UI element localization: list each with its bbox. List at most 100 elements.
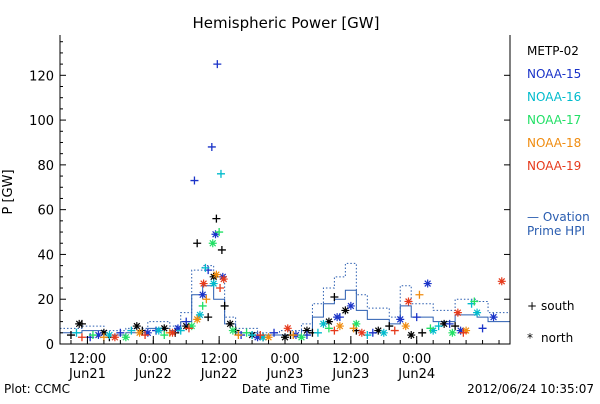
noaa-15-north-point <box>333 313 342 322</box>
metp-02-north-point <box>324 317 333 326</box>
noaa-16-south-point <box>176 326 185 335</box>
ovation-legend-line1: — Ovation <box>527 210 590 224</box>
noaa-15-north-point <box>456 326 465 335</box>
metp-02-south-point <box>212 214 221 223</box>
x-tick-time-label: 0:00 <box>402 352 431 367</box>
legend-noaa-15: NOAA-15 <box>527 67 581 81</box>
noaa-18-north-point <box>335 322 344 331</box>
noaa-18-south-point <box>234 331 243 340</box>
legend-metp-02: METP-02 <box>527 44 579 58</box>
x-tick-date-label: Jun21 <box>68 367 106 382</box>
metp-02-south-point <box>66 331 75 340</box>
noaa-18-south-point <box>99 333 108 342</box>
noaa-17-north-point <box>448 328 457 337</box>
noaa-15-north-point <box>396 315 405 324</box>
noaa-15-north-point <box>489 313 498 322</box>
noaa-16-north-point <box>195 310 204 319</box>
noaa-17-north-point <box>121 333 130 342</box>
x-tick-time-label: 12:00 <box>332 352 369 367</box>
noaa-15-south-point <box>412 313 421 322</box>
x-tick-date-label: Jun22 <box>134 367 172 382</box>
noaa-16-south-point <box>127 326 136 335</box>
x-tick-time-label: 0:00 <box>270 352 299 367</box>
noaa-19-south-point <box>330 326 339 335</box>
noaa-17-north-point <box>352 319 361 328</box>
noaa-15-south-point <box>368 328 377 337</box>
noaa-15-north-point <box>198 290 207 299</box>
noaa-17-south-point <box>215 228 224 237</box>
metp-02-north-point <box>132 322 141 331</box>
noaa-15-south-point <box>116 328 125 337</box>
noaa-16-north-point <box>473 308 482 317</box>
noaa-19-north-point <box>357 328 366 337</box>
noaa-19-south-point <box>184 324 193 333</box>
noaa-19-south-point <box>256 331 265 340</box>
noaa-15-south-point <box>270 328 279 337</box>
y-tick-label: 100 <box>29 114 54 129</box>
noaa-18-south-point <box>289 331 298 340</box>
noaa-16-south-point <box>434 322 443 331</box>
noaa-15-north-point <box>218 272 227 281</box>
noaa-18-south-point <box>202 295 211 304</box>
noaa-15-north-point <box>423 279 432 288</box>
noaa-16-south-point <box>72 328 81 337</box>
x-tick-date-label: Jun23 <box>266 367 304 382</box>
noaa-17-south-point <box>160 331 169 340</box>
x-axis-label: Date and Time <box>242 382 330 396</box>
noaa-17-north-point <box>228 326 237 335</box>
noaa-19-north-point <box>110 333 119 342</box>
noaa-19-north-point <box>168 328 177 337</box>
metp-02-north-point <box>341 306 350 315</box>
noaa-15-north-point <box>346 301 355 310</box>
metp-02-south-point <box>204 313 213 322</box>
plot-frame <box>59 35 511 345</box>
noaa-17-south-point <box>426 324 435 333</box>
metp-02-north-point <box>302 326 311 335</box>
noaa-19-north-point <box>453 308 462 317</box>
noaa-18-south-point <box>349 324 358 333</box>
legend-noaa-18: NOAA-18 <box>527 136 581 150</box>
marker-legend-north-label: north <box>541 331 573 345</box>
noaa-15-north-point <box>94 331 103 340</box>
noaa-16-south-point <box>248 331 257 340</box>
noaa-19-south-point <box>459 328 468 337</box>
chart-title: Hemispheric Power [GW] <box>193 14 380 32</box>
noaa-19-north-point <box>404 297 413 306</box>
noaa-15-north-point <box>143 328 152 337</box>
noaa-16-south-point <box>201 263 210 272</box>
noaa-18-north-point <box>135 328 144 337</box>
noaa-15-north-point <box>211 230 220 239</box>
y-tick-label: 120 <box>29 69 54 84</box>
noaa-18-north-point <box>193 315 202 324</box>
plot-layer: 02040608010012012:00Jun210:00Jun2212:00J… <box>29 35 581 382</box>
noaa-18-north-point <box>212 270 221 279</box>
legend-noaa-19: NOAA-19 <box>527 159 581 173</box>
x-tick-time-label: 0:00 <box>139 352 168 367</box>
noaa-16-north-point <box>429 326 438 335</box>
noaa-16-south-point <box>216 169 225 178</box>
metp-02-south-point <box>330 292 339 301</box>
noaa-16-north-point <box>259 333 268 342</box>
x-tick-time-label: 12:00 <box>69 352 106 367</box>
legend-noaa-17: NOAA-17 <box>527 113 581 127</box>
x-tick-date-label: Jun24 <box>397 367 435 382</box>
noaa-16-north-point <box>105 331 114 340</box>
noaa-18-south-point <box>415 290 424 299</box>
noaa-19-north-point <box>497 277 506 286</box>
noaa-17-south-point <box>198 301 207 310</box>
noaa-16-south-point <box>313 328 322 337</box>
x-tick-date-label: Jun23 <box>331 367 369 382</box>
noaa-15-north-point <box>253 333 262 342</box>
metp-02-south-point <box>193 239 202 248</box>
ovation-north-line <box>60 285 510 336</box>
noaa-19-north-point <box>199 279 208 288</box>
footer-timestamp: 2012/06/24 10:35:07 <box>467 382 594 396</box>
noaa-17-south-point <box>242 328 251 337</box>
noaa-15-north-point <box>173 324 182 333</box>
noaa-16-north-point <box>379 328 388 337</box>
metp-02-north-point <box>226 319 235 328</box>
noaa-18-north-point <box>264 333 273 342</box>
metp-02-north-point <box>182 322 191 331</box>
